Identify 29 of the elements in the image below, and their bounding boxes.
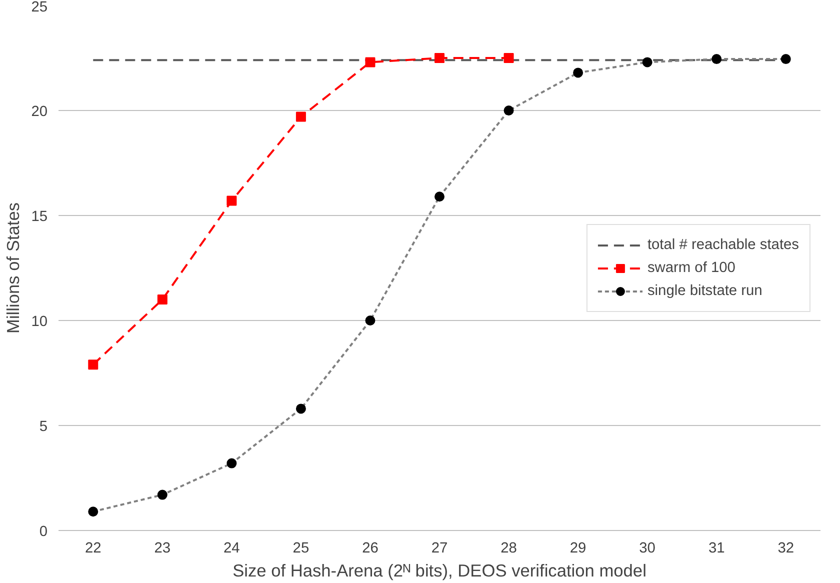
x-tick-label: 32	[778, 540, 794, 556]
x-tick-label: 25	[292, 540, 310, 556]
x-tick-label: 29	[570, 540, 586, 556]
y-axis-title: Millions of States	[3, 202, 24, 334]
y-tick-label: 10	[31, 314, 48, 330]
x-axis-title: Size of Hash-Arena (2ᴺ bits), DEOS verification model	[232, 560, 646, 580]
y-tick-label: 0	[39, 524, 48, 540]
y-tick-label: 5	[39, 419, 48, 435]
x-tick-label: 31	[708, 540, 725, 556]
x-tick-label: 22	[84, 540, 102, 556]
point	[88, 360, 98, 370]
y-tick-label: 15	[31, 209, 48, 225]
y-tick-label: 25	[31, 0, 48, 16]
point	[296, 112, 306, 122]
point	[157, 294, 168, 304]
point	[434, 53, 444, 63]
point	[226, 196, 237, 206]
x-tick-label: 28	[500, 540, 517, 556]
legend-label: total # reachable states	[647, 236, 799, 252]
point	[365, 57, 376, 68]
x-tick-label: 27	[431, 540, 448, 556]
x-tick-label: 24	[224, 540, 240, 556]
y-tick-label: 20	[31, 104, 48, 120]
x-tick-label: 23	[154, 540, 171, 556]
legend-label: single bitstate run	[647, 282, 762, 298]
x-tick-label: 30	[639, 540, 656, 556]
x-tick-label: 26	[362, 540, 378, 556]
point	[504, 53, 514, 63]
legend-label: swarm of 100	[647, 260, 736, 276]
